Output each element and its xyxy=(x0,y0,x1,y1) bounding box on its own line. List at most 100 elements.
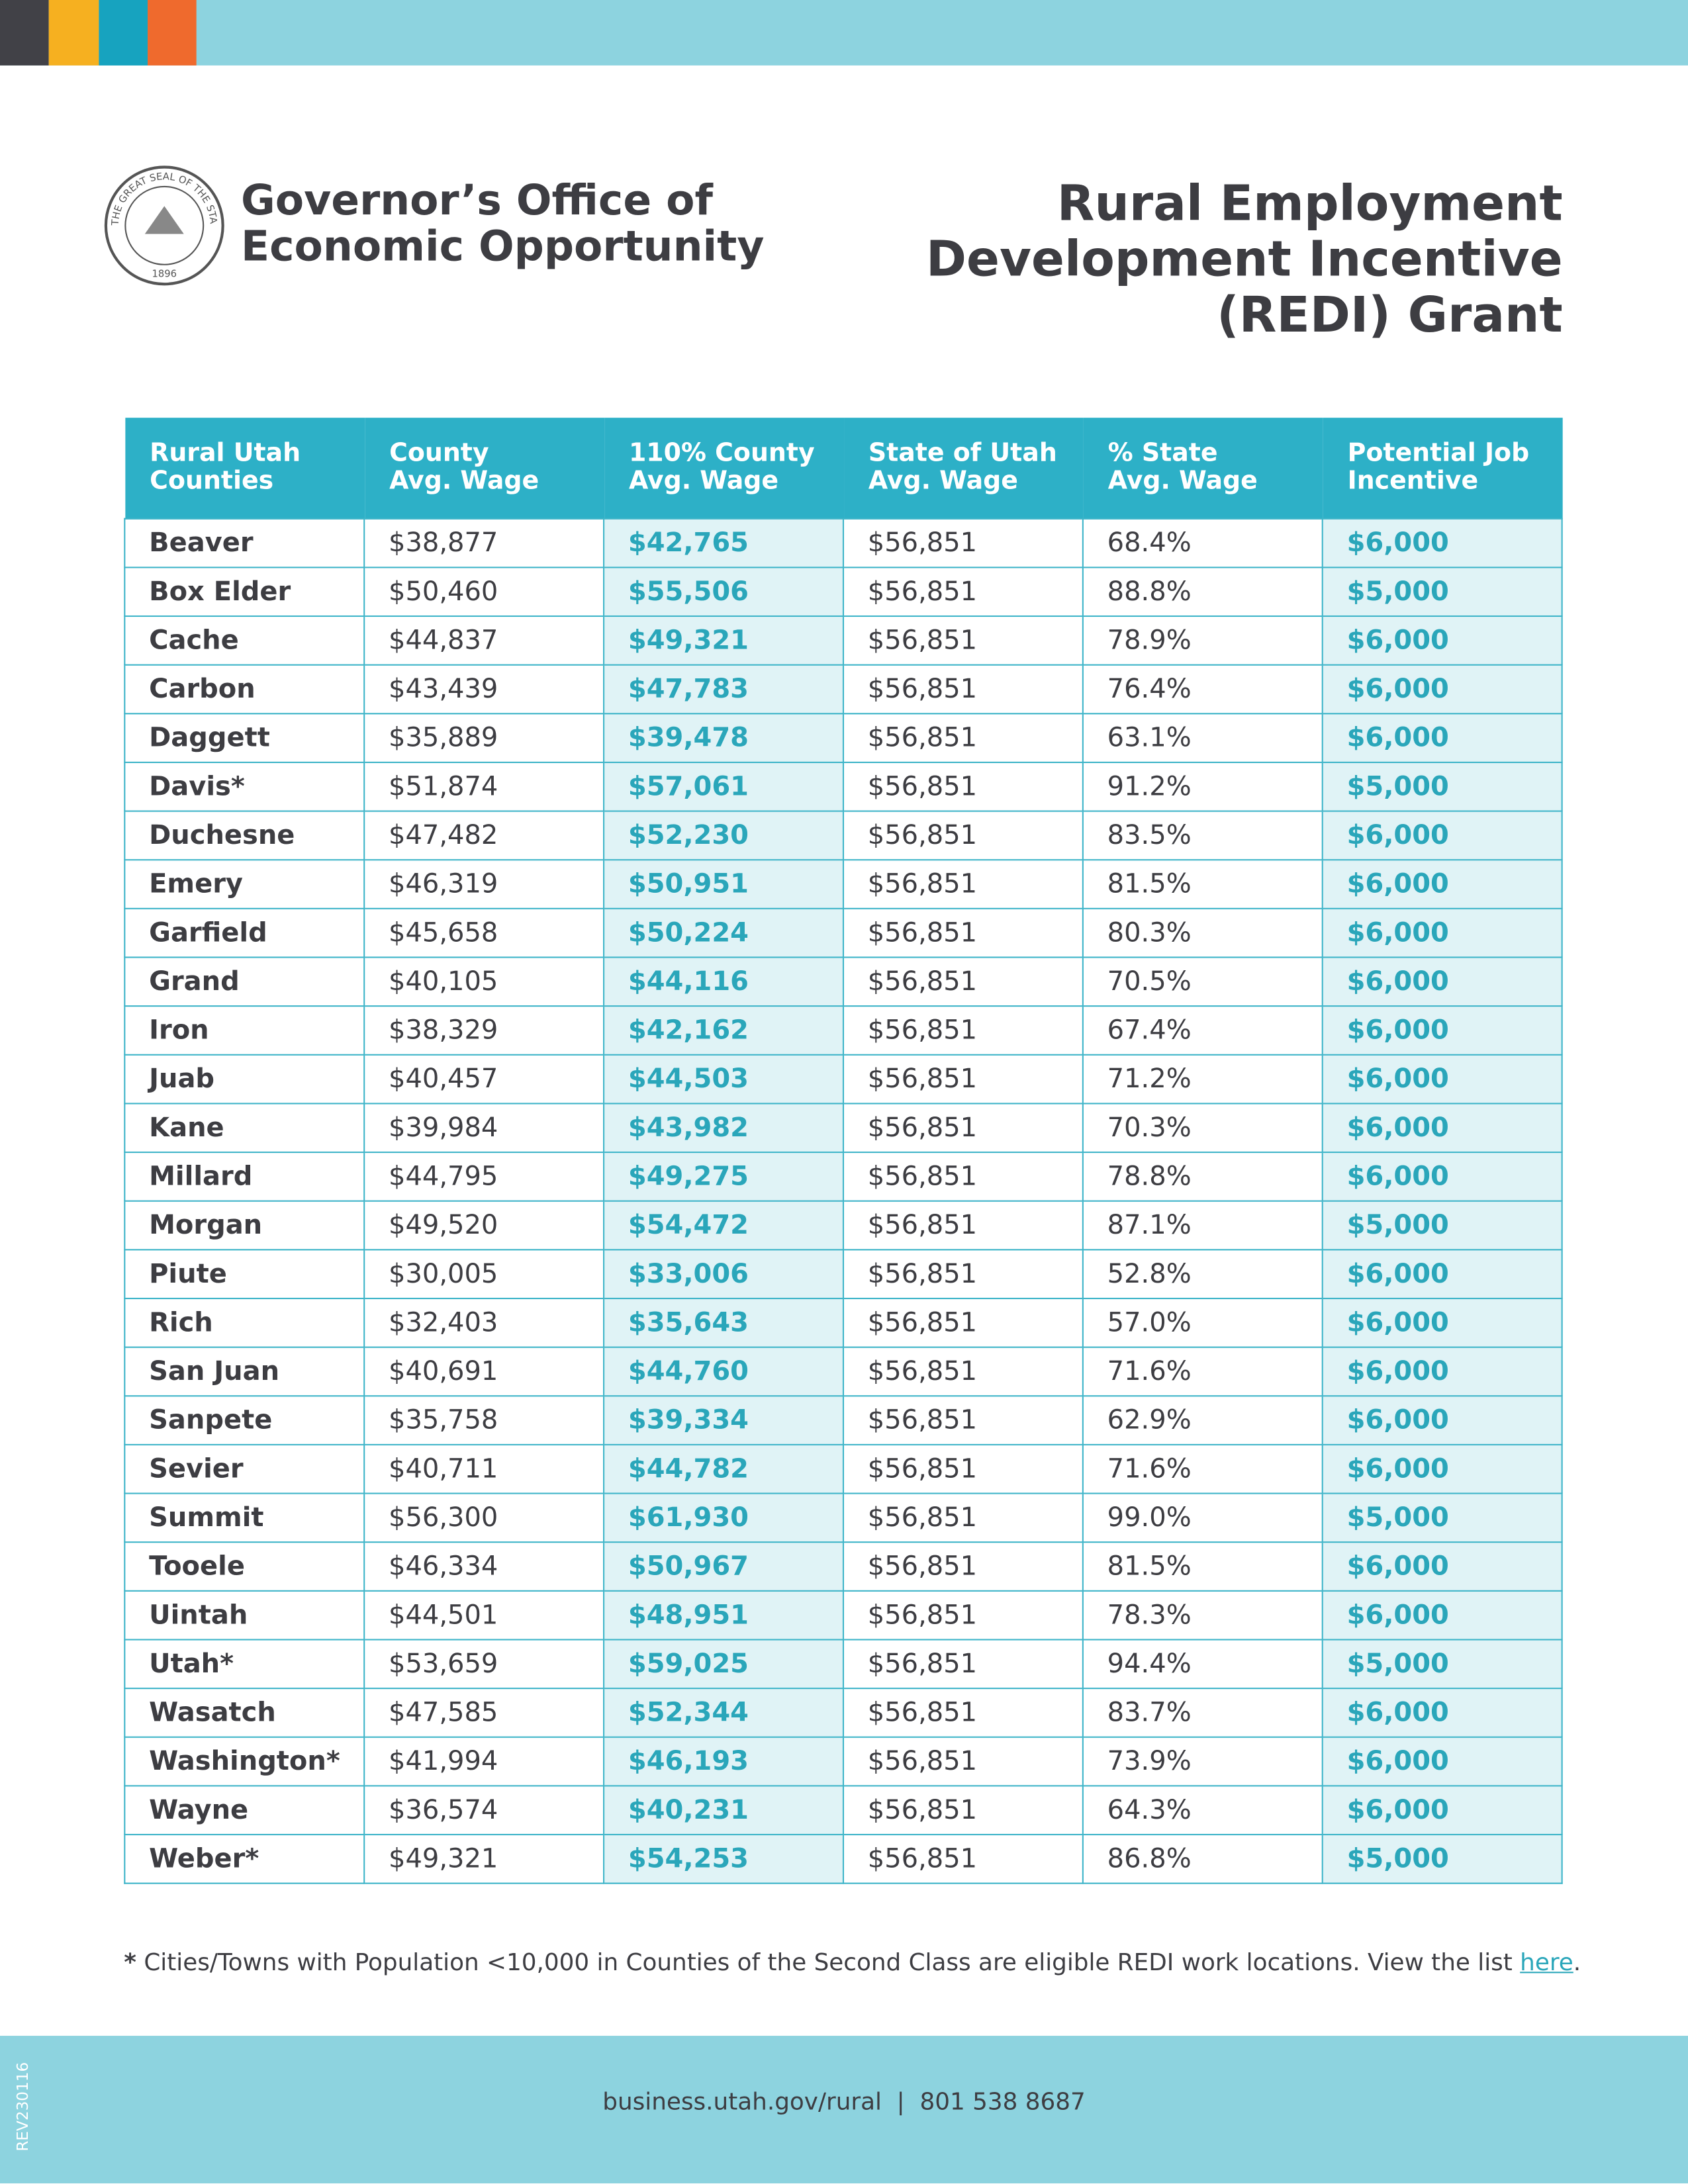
table-cell: 70.5% xyxy=(1082,956,1323,1007)
table-cell: $56,851 xyxy=(842,518,1084,569)
table-cell: $51,874 xyxy=(363,761,605,812)
table-cell: $56,851 xyxy=(842,761,1084,812)
table-cell: $36,574 xyxy=(363,1785,605,1836)
table-cell: $43,982 xyxy=(603,1103,845,1154)
table-cell: $56,851 xyxy=(842,907,1084,958)
color-block xyxy=(0,0,49,66)
table-cell: $6,000 xyxy=(1321,1443,1563,1494)
title: Rural Employment Development Incentive (… xyxy=(926,177,1563,343)
table-row: Tooele $46,334 $50,967 $56,851 81.5% $6,000 xyxy=(124,1541,1563,1592)
table-cell: $6,000 xyxy=(1321,1688,1563,1738)
table-cell: 87.1% xyxy=(1082,1200,1323,1251)
table-row: Garfield $45,658 $50,224 $56,851 80.3% $6,000 xyxy=(124,907,1563,958)
color-block xyxy=(48,0,99,66)
table-cell: $6,000 xyxy=(1321,956,1563,1007)
table-cell: 80.3% xyxy=(1082,907,1323,958)
table-cell: $42,765 xyxy=(603,518,845,569)
table-cell: 71.6% xyxy=(1082,1346,1323,1397)
table-cell: 78.9% xyxy=(1082,615,1323,666)
table-cell: 99.0% xyxy=(1082,1492,1323,1543)
table-cell: $44,760 xyxy=(603,1346,845,1397)
table-cell: 94.4% xyxy=(1082,1639,1323,1690)
table-cell: $56,851 xyxy=(842,664,1084,715)
table-cell: $44,116 xyxy=(603,956,845,1007)
header-line: Potential Job xyxy=(1347,438,1530,468)
table-cell: 63.1% xyxy=(1082,713,1323,763)
table-row: San Juan $40,691 $44,760 $56,851 71.6% $6,000 xyxy=(124,1346,1563,1397)
table-cell: Utah* xyxy=(124,1639,365,1690)
table-cell: $49,520 xyxy=(363,1200,605,1251)
table-cell: Millard xyxy=(124,1152,365,1202)
table-cell: $39,478 xyxy=(603,713,845,763)
table-cell: Wasatch xyxy=(124,1688,365,1738)
table-cell: $56,851 xyxy=(842,1590,1084,1641)
table-cell: $33,006 xyxy=(603,1249,845,1300)
table-cell: $40,231 xyxy=(603,1785,845,1836)
table-cell: $56,851 xyxy=(842,859,1084,909)
table-cell: 76.4% xyxy=(1082,664,1323,715)
table-cell: $6,000 xyxy=(1321,1590,1563,1641)
table-cell: 67.4% xyxy=(1082,1005,1323,1056)
table-cell: 70.3% xyxy=(1082,1103,1323,1154)
table-cell: $6,000 xyxy=(1321,1152,1563,1202)
table-cell: $6,000 xyxy=(1321,1736,1563,1787)
table-cell: $39,334 xyxy=(603,1395,845,1445)
table-cell: $5,000 xyxy=(1321,1833,1563,1884)
table-cell: $50,967 xyxy=(603,1541,845,1592)
color-block xyxy=(99,0,148,66)
table-cell: $56,851 xyxy=(842,1833,1084,1884)
table-row: Grand $40,105 $44,116 $56,851 70.5% $6,000 xyxy=(124,956,1563,1007)
title-line: Rural Employment xyxy=(1056,177,1563,233)
table-cell: $46,319 xyxy=(363,859,605,909)
table-cell: $56,851 xyxy=(842,956,1084,1007)
table-cell: 71.6% xyxy=(1082,1443,1323,1494)
table-cell: $56,300 xyxy=(363,1492,605,1543)
footnote-link[interactable]: here xyxy=(1520,1949,1573,1978)
table-cell: $5,000 xyxy=(1321,761,1563,812)
seal-year: 1896 xyxy=(152,269,177,280)
table-cell: $35,889 xyxy=(363,713,605,763)
table-cell: $6,000 xyxy=(1321,1103,1563,1154)
top-bar xyxy=(0,0,1688,66)
footnote-marker: * xyxy=(124,1949,136,1978)
table-row: Weber* $49,321 $54,253 $56,851 86.8% $5,000 xyxy=(124,1833,1563,1884)
table-cell: Davis* xyxy=(124,761,365,812)
table-row: Piute $30,005 $33,006 $56,851 52.8% $6,000 xyxy=(124,1249,1563,1300)
table-cell: $46,193 xyxy=(603,1736,845,1787)
header-line: Incentive xyxy=(1347,466,1479,496)
footnote: * Cities/Towns with Population <10,000 i… xyxy=(124,1950,1581,1978)
column-header: County Avg. Wage xyxy=(364,418,604,519)
header-line: Rural Utah xyxy=(150,438,301,468)
header-line: County xyxy=(389,438,489,468)
table-cell: $46,334 xyxy=(363,1541,605,1592)
table-cell: Garfield xyxy=(124,907,365,958)
table-cell: 81.5% xyxy=(1082,859,1323,909)
table-cell: Sanpete xyxy=(124,1395,365,1445)
table-cell: $50,224 xyxy=(603,907,845,958)
table-cell: 64.3% xyxy=(1082,1785,1323,1836)
table-cell: $59,025 xyxy=(603,1639,845,1690)
table-cell: Tooele xyxy=(124,1541,365,1592)
table-cell: Cache xyxy=(124,615,365,666)
table-cell: $56,851 xyxy=(842,713,1084,763)
header-line: Avg. Wage xyxy=(1107,466,1258,496)
footnote-end: . xyxy=(1573,1949,1581,1978)
org-line: Economic Opportunity xyxy=(240,222,765,272)
table-row: Box Elder $50,460 $55,506 $56,851 88.8% $5,00… xyxy=(124,567,1563,617)
column-header: State of Utah Avg. Wage xyxy=(843,418,1083,519)
table-cell: $6,000 xyxy=(1321,1297,1563,1348)
header-line: % State xyxy=(1107,438,1218,468)
table-cell: $41,994 xyxy=(363,1736,605,1787)
table-cell: $38,877 xyxy=(363,518,605,569)
title-line: (REDI) Grant xyxy=(1217,288,1563,344)
table-cell: Duchesne xyxy=(124,810,365,861)
table-cell: $56,851 xyxy=(842,567,1084,617)
table-cell: $55,506 xyxy=(603,567,845,617)
table-cell: $56,851 xyxy=(842,1249,1084,1300)
column-header: % State Avg. Wage xyxy=(1082,418,1323,519)
table-cell: $48,951 xyxy=(603,1590,845,1641)
table-cell: San Juan xyxy=(124,1346,365,1397)
table-cell: $56,851 xyxy=(842,1639,1084,1690)
